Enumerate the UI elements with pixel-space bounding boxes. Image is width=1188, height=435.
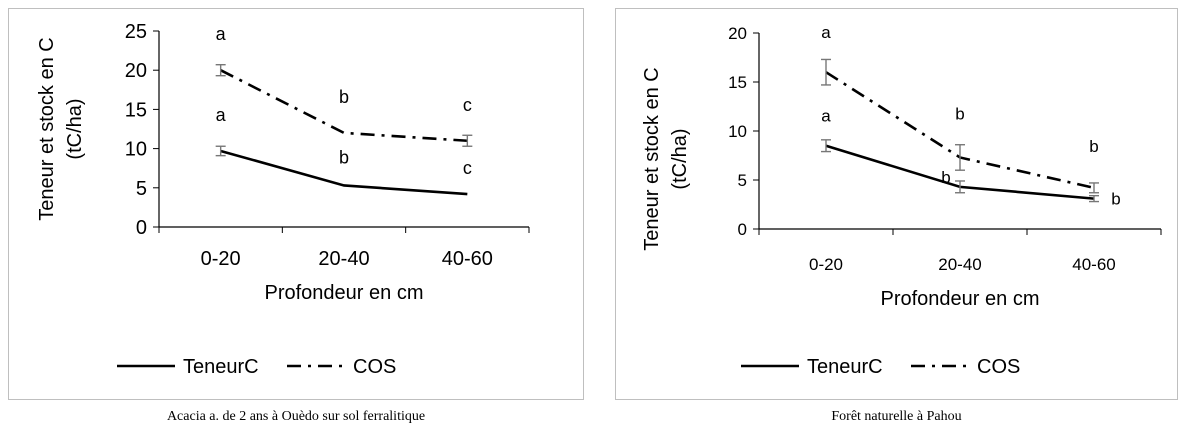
data-label-cos: a <box>821 23 831 42</box>
y-axis-label-unit: (tC/ha) <box>669 128 691 189</box>
chart-panel-right: 0 5 10 15 20 0-20 20-40 40-60 Profondeur en cm Te… <box>615 8 1178 400</box>
data-label-cos: c <box>463 95 472 115</box>
data-label-cos: a <box>216 24 227 44</box>
data-label-teneurc: b <box>941 168 950 187</box>
chart-left: 0 5 10 15 20 25 0-20 20-40 40-60 Profondeur en cm… <box>36 21 530 378</box>
legend-label-teneurc: TeneurC <box>807 356 883 378</box>
y-tick-label: 25 <box>125 21 147 43</box>
data-label-teneurc: a <box>216 105 227 125</box>
y-tick-label: 10 <box>728 122 747 141</box>
chart-right: 0 5 10 15 20 0-20 20-40 40-60 Profondeur en cm Te… <box>641 23 1162 378</box>
data-label-teneurc: a <box>821 107 831 126</box>
data-label-cos: b <box>339 87 349 107</box>
x-tick-label: 0-20 <box>201 248 241 270</box>
chart-caption-right: Forêt naturelle à Pahou <box>831 409 962 424</box>
legend-label-teneurc: TeneurC <box>183 356 259 378</box>
y-tick-label: 15 <box>125 99 147 121</box>
y-tick-label: 5 <box>738 171 747 190</box>
series-line-cos <box>220 69 468 143</box>
legend-label-cos: COS <box>353 356 396 378</box>
y-tick-label: 20 <box>125 60 147 82</box>
y-axis-label: Teneur et stock en C <box>641 67 663 250</box>
x-tick-label: 40-60 <box>1072 255 1115 274</box>
y-tick-label: 15 <box>728 73 747 92</box>
y-tick-label: 0 <box>136 217 147 239</box>
x-tick-label: 20-40 <box>318 248 369 270</box>
y-tick-label: 5 <box>136 178 147 200</box>
series-line-teneurc <box>220 149 468 196</box>
x-tick-label: 20-40 <box>938 255 981 274</box>
x-tick-label: 40-60 <box>442 248 493 270</box>
x-axis-label: Profondeur en cm <box>881 288 1040 310</box>
x-tick-label: 0-20 <box>809 255 843 274</box>
data-label-teneurc: b <box>1111 190 1120 209</box>
y-tick-label: 20 <box>728 24 747 43</box>
chart-caption-left: Acacia a. de 2 ans à Ouèdo sur sol ferra… <box>166 409 426 424</box>
data-label-cos: b <box>955 104 964 123</box>
data-label-cos: b <box>1089 137 1098 156</box>
data-label-teneurc: c <box>463 158 472 178</box>
y-tick-label: 10 <box>125 139 147 161</box>
data-label-teneurc: b <box>339 147 349 167</box>
y-axis-label: Teneur et stock en C <box>36 37 58 220</box>
y-axis-label-unit: (tC/ha) <box>64 98 86 159</box>
chart-panel-left: 0 5 10 15 20 25 0-20 20-40 40-60 Profondeur en cm… <box>8 8 584 400</box>
y-tick-label: 0 <box>738 220 747 239</box>
x-axis-label: Profondeur en cm <box>265 282 424 304</box>
legend-label-cos: COS <box>977 356 1020 378</box>
